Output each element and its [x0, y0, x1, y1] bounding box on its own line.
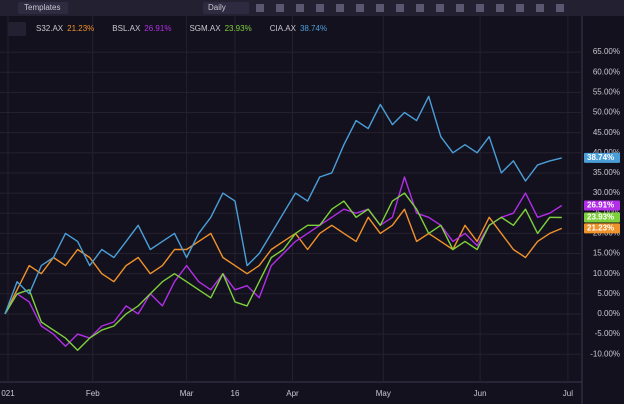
templates-button[interactable]: [18, 2, 68, 14]
last-value-label: 21.23%: [587, 224, 614, 233]
y-tick-label: -5.00%: [595, 329, 620, 338]
y-tick-label: 40.00%: [593, 148, 620, 157]
x-tick-label: Jul: [563, 389, 573, 398]
x-tick-label: Mar: [180, 389, 194, 398]
legend-value: 21.23%: [67, 24, 94, 33]
last-value-badge: [584, 223, 620, 234]
last-value-badge: [584, 152, 620, 163]
x-tick-label: Jun: [474, 389, 487, 398]
last-value-label: 23.93%: [587, 213, 614, 222]
x-tick-label: 16: [231, 389, 240, 398]
x-tick-label: May: [376, 389, 391, 398]
interval-label: Daily: [208, 3, 226, 12]
back-button[interactable]: [8, 22, 26, 36]
legend-value: 38.74%: [300, 24, 327, 33]
templates-label: Templates: [24, 3, 60, 12]
grid: [0, 16, 582, 382]
legend-name: BSL.AX: [112, 24, 141, 33]
legend-name: SGM.AX: [189, 24, 221, 33]
series-line: [4, 95, 562, 315]
y-tick-label: 60.00%: [593, 67, 620, 76]
series-line: [4, 192, 562, 351]
y-tick-label: -10.00%: [590, 349, 620, 358]
y-tick-label: 15.00%: [593, 249, 620, 258]
interval-button[interactable]: [203, 2, 249, 14]
last-value-label: 26.91%: [587, 201, 614, 210]
series-line: [4, 176, 563, 347]
y-tick-label: 0.00%: [597, 309, 620, 318]
legend-value: 26.91%: [144, 24, 171, 33]
y-tick-label: 5.00%: [597, 289, 620, 298]
y-tick-label: 65.00%: [593, 47, 620, 56]
legend-value: 23.93%: [225, 24, 252, 33]
y-tick-label: 50.00%: [593, 108, 620, 117]
x-tick-label: 021: [1, 389, 15, 398]
y-tick-label: 55.00%: [593, 87, 620, 96]
y-tick-label: 35.00%: [593, 168, 620, 177]
legend-name: S32.AX: [36, 24, 64, 33]
toolbar: [0, 0, 624, 16]
toolbar-icons: [256, 4, 564, 12]
last-value-label: 38.74%: [587, 153, 614, 162]
y-tick-label: 45.00%: [593, 128, 620, 137]
x-tick-label: Apr: [286, 389, 299, 398]
last-value-badge: [584, 212, 620, 223]
last-value-badge: [584, 200, 620, 211]
x-tick-label: Feb: [86, 389, 100, 398]
legend-name: CIA.AX: [270, 24, 297, 33]
series-line: [4, 208, 563, 315]
y-tick-label: 10.00%: [593, 269, 620, 278]
y-tick-label: 30.00%: [593, 188, 620, 197]
